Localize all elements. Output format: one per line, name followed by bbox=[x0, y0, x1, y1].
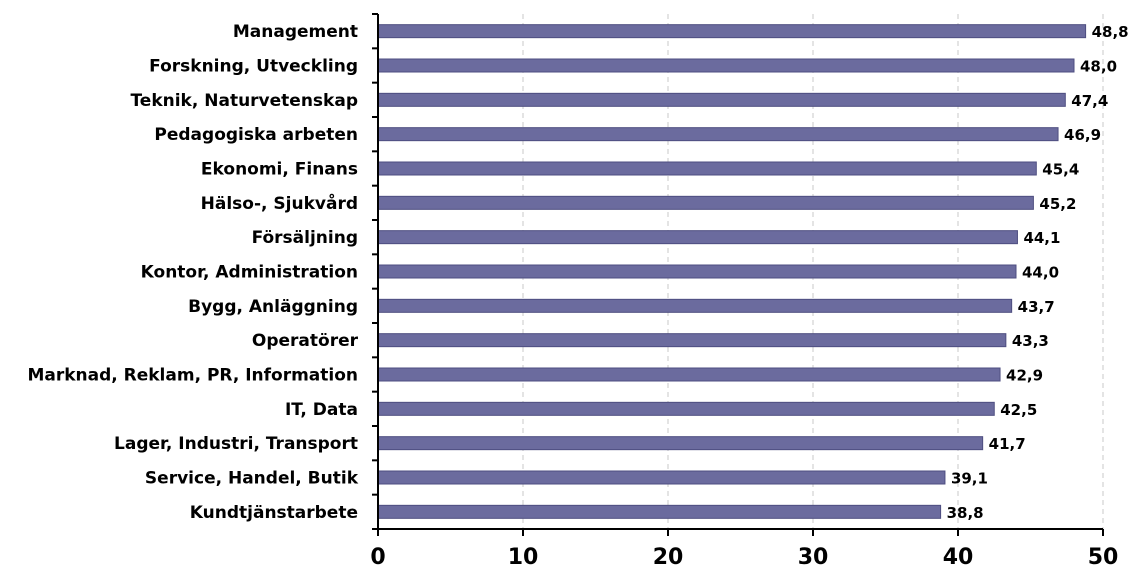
category-labels: Management Forskning, Utveckling Teknik, N… bbox=[27, 22, 358, 523]
category-label: Lager, Industri, Transport bbox=[114, 434, 358, 454]
value-label: 42,9 bbox=[1006, 367, 1043, 385]
category-label: Management bbox=[233, 22, 358, 42]
x-tick-label: 0 bbox=[370, 545, 385, 570]
bar bbox=[377, 58, 1075, 73]
value-label: 47,4 bbox=[1071, 92, 1108, 110]
value-label: 41,7 bbox=[989, 435, 1026, 453]
value-label: 48,8 bbox=[1092, 23, 1129, 41]
category-label: Bygg, Anläggning bbox=[188, 297, 358, 317]
category-label: Ekonomi, Finans bbox=[201, 160, 358, 180]
value-label: 45,4 bbox=[1042, 161, 1079, 179]
bar bbox=[377, 436, 984, 451]
x-tick-label: 20 bbox=[653, 545, 684, 570]
bar bbox=[377, 195, 1034, 210]
x-tick-labels: 0 10 20 30 40 50 bbox=[370, 545, 1118, 570]
value-label: 44,1 bbox=[1023, 229, 1060, 247]
category-label: Operatörer bbox=[252, 331, 359, 351]
x-tick-label: 30 bbox=[798, 545, 829, 570]
bar bbox=[377, 367, 1001, 382]
value-label: 43,7 bbox=[1018, 298, 1055, 316]
category-label: Hälso-, Sjukvård bbox=[201, 192, 358, 214]
value-label: 45,2 bbox=[1039, 195, 1076, 213]
bar bbox=[377, 161, 1037, 176]
value-label: 44,0 bbox=[1022, 264, 1059, 282]
value-label: 48,0 bbox=[1080, 58, 1117, 76]
bar bbox=[377, 470, 946, 485]
x-tick-label: 10 bbox=[508, 545, 539, 570]
value-label: 43,3 bbox=[1012, 332, 1049, 350]
x-tick-label: 50 bbox=[1088, 545, 1119, 570]
value-label: 46,9 bbox=[1064, 126, 1101, 144]
bar bbox=[377, 504, 942, 519]
category-label: Kontor, Administration bbox=[141, 263, 358, 283]
axes bbox=[377, 14, 1103, 530]
bar bbox=[377, 127, 1059, 142]
bar bbox=[377, 298, 1013, 313]
category-label: Försäljning bbox=[252, 228, 358, 248]
bar bbox=[377, 230, 1018, 245]
category-label: Service, Handel, Butik bbox=[145, 469, 359, 489]
bar bbox=[377, 401, 995, 416]
value-label: 42,5 bbox=[1000, 401, 1037, 419]
category-label: Marknad, Reklam, PR, Information bbox=[27, 366, 358, 386]
x-tick-label: 40 bbox=[943, 545, 974, 570]
bar bbox=[377, 264, 1017, 279]
category-label: Teknik, Naturvetenskap bbox=[130, 91, 358, 111]
category-label: Forskning, Utveckling bbox=[149, 57, 358, 77]
category-label: Pedagogiska arbeten bbox=[154, 125, 358, 145]
value-label: 39,1 bbox=[951, 470, 988, 488]
value-labels: 48,8 48,0 47,4 46,9 45,4 45,2 44,1 44,0 43,7 43,3… bbox=[947, 23, 1129, 522]
bars bbox=[377, 24, 1087, 519]
value-label: 38,8 bbox=[947, 504, 984, 522]
bar bbox=[377, 333, 1007, 348]
category-label: IT, Data bbox=[285, 400, 358, 420]
category-label: Kundtjänstarbete bbox=[190, 503, 358, 523]
bar bbox=[377, 24, 1087, 39]
bar bbox=[377, 92, 1066, 107]
